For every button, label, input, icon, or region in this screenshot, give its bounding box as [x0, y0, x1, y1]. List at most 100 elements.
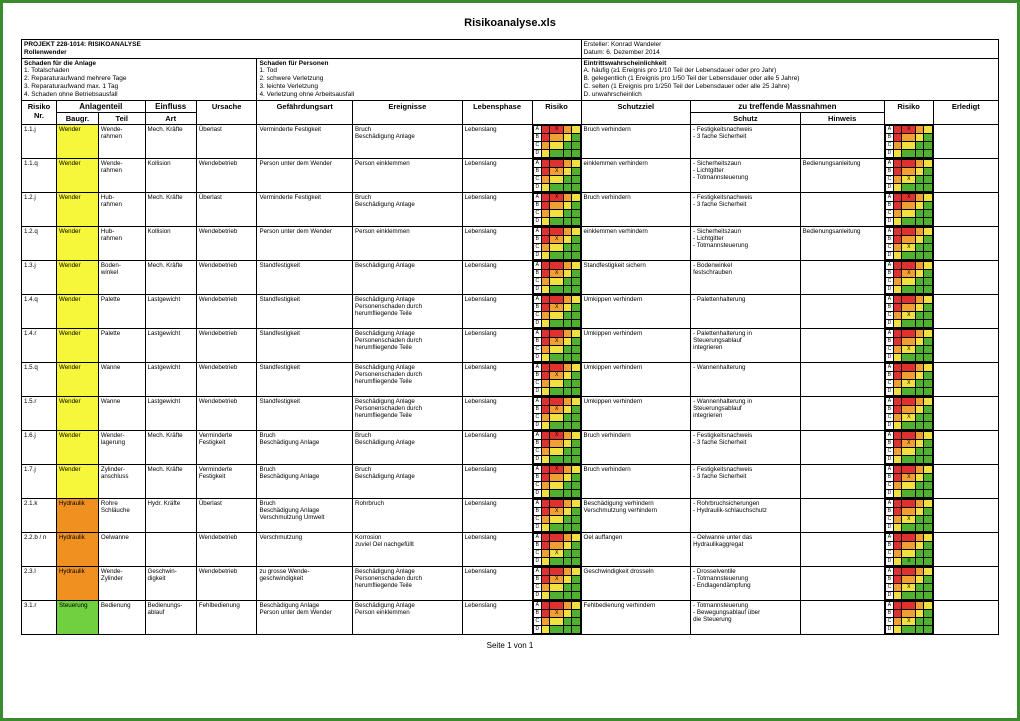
risk-matrix-cell — [916, 295, 924, 303]
risk-matrix-cell — [572, 193, 580, 201]
risk-matrix-cell — [902, 209, 916, 217]
risk-matrix-label: C — [533, 141, 542, 149]
risk-matrix-cell — [894, 617, 902, 625]
risk-matrix: ABCXD — [885, 499, 933, 532]
risk-matrix-cell: X — [902, 269, 916, 277]
risk-matrix-cell — [542, 183, 550, 191]
risk-matrix-label: C — [885, 243, 894, 251]
risk-matrix-label: D — [533, 557, 542, 565]
risk-matrix-cell — [924, 141, 932, 149]
risk-matrix-cell — [564, 149, 572, 157]
risk-matrix-cell — [894, 583, 902, 591]
risk-matrix-label: D — [885, 591, 894, 599]
cell-teil: Bedienung — [98, 600, 145, 634]
cell-ereignis: Person einklemmen — [353, 226, 463, 260]
cell-risk2: ABCXD — [884, 328, 933, 362]
cell-nr: 1.4.r — [22, 328, 57, 362]
risk-matrix: ABCXD — [885, 295, 933, 328]
risk-matrix-label: D — [885, 285, 894, 293]
cell-gefaehr: BruchBeschädigung AnlageVerschmutzung Um… — [257, 498, 353, 532]
risk-matrix-cell — [564, 609, 572, 617]
cell-baugr: Wender — [56, 328, 98, 362]
risk-matrix-cell — [916, 167, 924, 175]
cell-erledigt — [933, 362, 998, 396]
risk-matrix-label: D — [533, 387, 542, 395]
risk-matrix-cell — [564, 295, 572, 303]
risk-matrix-cell — [550, 583, 564, 591]
risk-matrix-cell: X — [902, 473, 916, 481]
risk-matrix-cell — [564, 379, 572, 387]
risk-matrix-cell — [550, 379, 564, 387]
risk-matrix-cell — [542, 567, 550, 575]
cell-schutz: - Oelwanne unter das Hydraulikaggregat — [691, 532, 801, 566]
risk-matrix-cell — [542, 447, 550, 455]
cell-baugr: Wender — [56, 124, 98, 158]
risk-matrix-cell — [916, 397, 924, 405]
risk-matrix-cell — [924, 431, 932, 439]
risk-matrix-cell — [564, 439, 572, 447]
risk-matrix-cell — [894, 465, 902, 473]
risk-matrix-cell — [902, 353, 916, 361]
risk-matrix-cell — [916, 353, 924, 361]
risk-matrix-cell — [564, 167, 572, 175]
risk-matrix-cell — [550, 209, 564, 217]
risk-matrix-cell — [572, 413, 580, 421]
cell-art: Mech. Kräfte — [145, 260, 196, 294]
risk-matrix-label: B — [533, 541, 542, 549]
risk-matrix-cell — [902, 455, 916, 463]
risk-matrix-cell — [894, 601, 902, 609]
cell-ursache: Wendebetrieb — [196, 532, 257, 566]
risk-matrix-label: D — [885, 353, 894, 361]
risk-matrix: AXBCD — [533, 431, 581, 464]
risk-matrix-cell — [924, 397, 932, 405]
risk-matrix-cell — [924, 439, 932, 447]
risk-matrix-cell — [902, 295, 916, 303]
cell-erledigt — [933, 260, 998, 294]
risk-matrix-cell — [572, 353, 580, 361]
cell-hinweis — [800, 464, 884, 498]
risk-matrix-cell — [924, 481, 932, 489]
risk-matrix-cell — [894, 337, 902, 345]
risk-matrix-cell — [550, 149, 564, 157]
cell-schutz: - Wannenhalterung in Steuerungsablauf in… — [691, 396, 801, 430]
risk-matrix-label: A — [885, 295, 894, 303]
cell-phase: Lebenslang — [462, 124, 532, 158]
col-anlagenteil: Anlagenteil — [56, 100, 145, 112]
risk-matrix-label: D — [885, 523, 894, 531]
risk-matrix-cell — [894, 311, 902, 319]
risk-matrix-cell — [924, 311, 932, 319]
risk-matrix-cell — [542, 557, 550, 565]
risk-matrix-cell — [902, 465, 916, 473]
risk-matrix: ABCXD — [885, 363, 933, 396]
table-row: 1.3.jWenderBoden-winkelMech. KräfteWende… — [22, 260, 999, 294]
cell-gefaehr: Standfestigkeit — [257, 294, 353, 328]
risk-matrix-cell — [916, 609, 924, 617]
risk-matrix-label: B — [885, 337, 894, 345]
risk-matrix-cell — [564, 277, 572, 285]
cell-schutzziel: Bruch verhindern — [581, 124, 691, 158]
risk-matrix-label: A — [533, 431, 542, 439]
risk-matrix-cell — [572, 421, 580, 429]
risk-matrix-cell — [916, 371, 924, 379]
risk-matrix-cell — [550, 541, 564, 549]
risk-matrix-cell — [542, 507, 550, 515]
risk-matrix-label: B — [533, 269, 542, 277]
risk-matrix-cell — [542, 175, 550, 183]
risk-matrix-label: A — [533, 601, 542, 609]
cell-art: Kollision — [145, 226, 196, 260]
cell-teil: Wanne — [98, 362, 145, 396]
risk-matrix-cell — [550, 489, 564, 497]
risk-matrix-cell — [550, 481, 564, 489]
risk-matrix-cell — [542, 523, 550, 531]
risk-matrix-cell — [894, 217, 902, 225]
risk-matrix-cell — [550, 533, 564, 541]
risk-matrix-cell — [572, 227, 580, 235]
risk-matrix-cell — [894, 159, 902, 167]
risk-matrix-cell — [572, 363, 580, 371]
risk-matrix-cell — [894, 363, 902, 371]
cell-hinweis — [800, 192, 884, 226]
risk-matrix-cell — [894, 303, 902, 311]
risk-matrix-cell — [542, 201, 550, 209]
risk-matrix-cell — [894, 183, 902, 191]
cell-baugr: Wender — [56, 260, 98, 294]
